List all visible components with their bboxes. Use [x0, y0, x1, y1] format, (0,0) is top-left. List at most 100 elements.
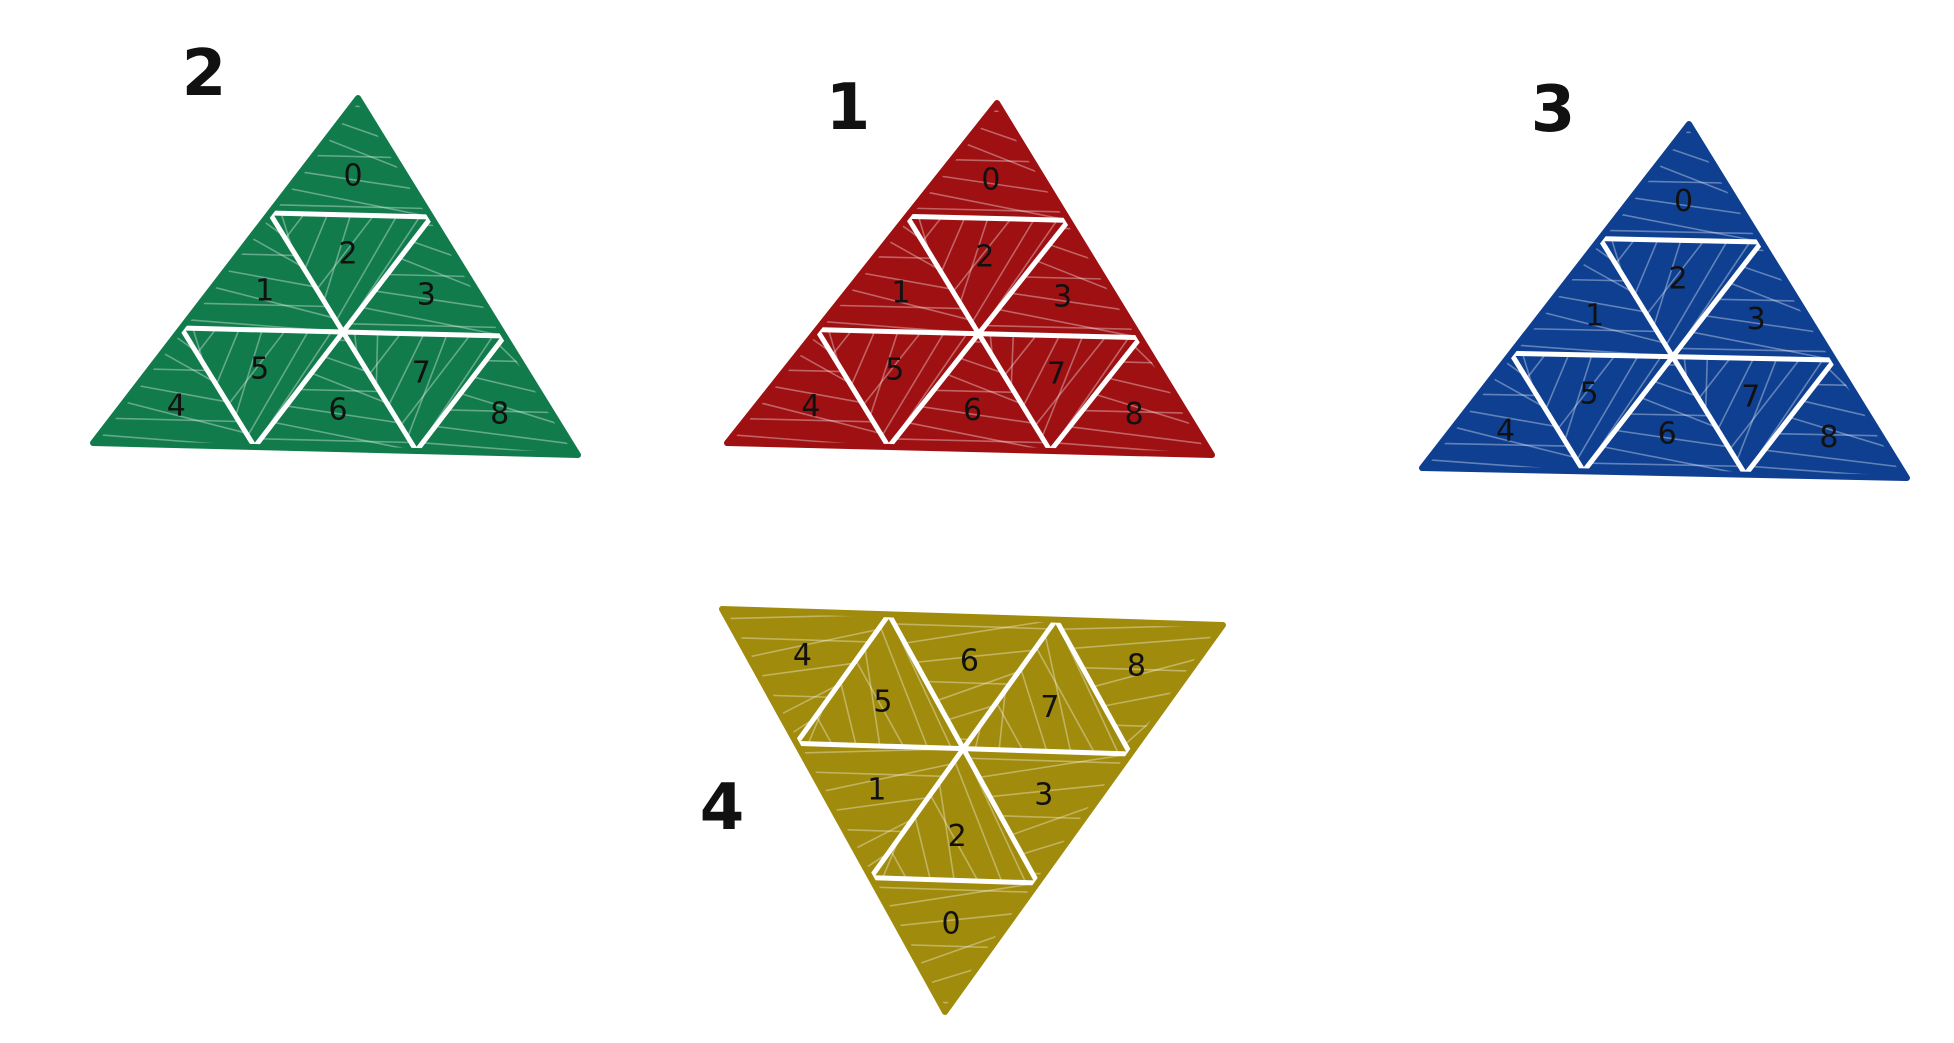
hatch-stroke	[939, 175, 1052, 194]
hatch-stroke	[971, 219, 1035, 324]
hatch-stroke	[227, 330, 286, 405]
cell-number: 1	[255, 274, 274, 309]
hatch-stroke	[1441, 442, 1569, 447]
cell-number: 1	[867, 772, 886, 807]
face-fill	[722, 609, 1223, 1012]
grid-line	[1581, 239, 1765, 474]
hatch-stroke	[1108, 377, 1175, 395]
hatch-stroke	[273, 421, 417, 452]
grid-line	[1742, 357, 1837, 478]
cell-number: 8	[490, 397, 509, 432]
hatch-stroke	[387, 333, 425, 407]
hatch-stroke	[771, 385, 862, 404]
cell-number: 3	[1034, 778, 1053, 813]
hatch-stroke	[1633, 239, 1659, 296]
hatch-stroke	[881, 332, 945, 437]
hatch-stroke	[977, 126, 1022, 143]
hatch-stroke	[1742, 265, 1787, 283]
hatch-stroke	[485, 359, 521, 363]
hatch-stroke	[904, 618, 1057, 644]
hatch-stroke	[928, 968, 977, 984]
face-fill	[1422, 124, 1907, 478]
hatch-stroke	[1704, 357, 1709, 411]
hatch-stroke	[1644, 180, 1726, 184]
grid-line	[178, 325, 258, 450]
grid-line	[904, 213, 1072, 223]
cell-number: 4	[793, 638, 812, 673]
hatch-stroke	[1653, 240, 1682, 327]
hatch-stroke	[1717, 298, 1799, 302]
grid-line	[868, 875, 1041, 886]
grid-line	[267, 210, 434, 220]
hatch-stroke	[959, 357, 1003, 374]
hatch-stroke	[869, 331, 899, 417]
hatch-stroke	[368, 332, 402, 375]
hatch-stroke	[938, 782, 955, 881]
hatch-stroke	[1114, 724, 1151, 728]
hatch-stroke	[1669, 147, 1714, 165]
hatch-stroke	[897, 912, 1016, 927]
hatch-stroke	[1564, 354, 1593, 441]
face-number-label: 1	[826, 71, 871, 145]
hatch-stroke	[460, 392, 560, 425]
hatch-stroke	[234, 329, 263, 417]
hatch-stroke	[879, 626, 929, 748]
hatch-stroke	[406, 334, 448, 438]
hatch-stroke	[212, 286, 335, 319]
hatch-stroke	[907, 944, 992, 949]
hatch-stroke	[913, 207, 1064, 213]
hatch-stroke	[1022, 335, 1061, 407]
hatch-stroke	[894, 623, 1050, 630]
hatch-stroke	[1590, 462, 1741, 468]
hatch-stroke	[124, 401, 247, 434]
hatch-stroke	[111, 417, 239, 423]
hatch-stroke	[149, 368, 208, 372]
hatch-stroke	[301, 171, 415, 190]
hatch-stroke	[1640, 396, 1717, 428]
hatch-stroke	[855, 660, 905, 748]
hatch-stroke	[399, 257, 476, 289]
hatch-stroke	[311, 372, 388, 404]
blue-face: 0 1 2 3 4 5 6 7 8 3	[1419, 73, 1910, 481]
face-outline	[90, 95, 581, 458]
hatch-stroke	[784, 369, 843, 373]
hatch-stroke	[288, 187, 432, 218]
cell-number: 6	[328, 393, 347, 428]
cell-number: 6	[960, 643, 979, 678]
hatch-stroke	[1525, 353, 1547, 380]
hatch-stroke	[1653, 380, 1698, 397]
hatch-stroke	[349, 322, 500, 329]
hatch-stroke	[1071, 636, 1215, 650]
hatch-stroke	[1069, 425, 1206, 445]
grid-line	[1047, 335, 1143, 454]
hatch-stroke	[1717, 357, 1755, 431]
hatch-stroke	[447, 409, 552, 414]
grid-line	[1597, 236, 1765, 245]
hatch-stroke	[275, 203, 427, 210]
cell-number: 7	[1040, 690, 1059, 725]
hatch-stroke	[1010, 805, 1094, 836]
cell-number: 2	[1669, 262, 1688, 297]
hatch-stroke	[926, 680, 1010, 685]
hatch-stroke	[412, 240, 457, 258]
hatch-stroke	[995, 702, 1024, 751]
hatch-stroke	[374, 290, 488, 309]
hatch-stroke	[1121, 361, 1156, 364]
hatch-stroke	[1530, 327, 1658, 333]
grid-line	[814, 327, 892, 450]
cell-number: 2	[948, 819, 967, 854]
hatch-stroke	[1764, 449, 1901, 468]
hatch-stroke	[1542, 311, 1665, 344]
hatch-stroke	[780, 684, 839, 716]
hatch-stroke	[286, 405, 400, 424]
hatch-stroke	[1466, 409, 1557, 428]
hatch-stroke	[875, 886, 1032, 894]
hatch-stroke	[335, 215, 398, 322]
hatch-stroke	[303, 214, 329, 271]
face-number-label: 2	[182, 37, 227, 111]
hatch-stroke	[907, 421, 1051, 452]
hatch-stroke	[1679, 347, 1830, 353]
cell-number: 4	[167, 389, 186, 424]
grid-line	[1053, 617, 1133, 757]
hatch-stroke	[260, 437, 412, 444]
